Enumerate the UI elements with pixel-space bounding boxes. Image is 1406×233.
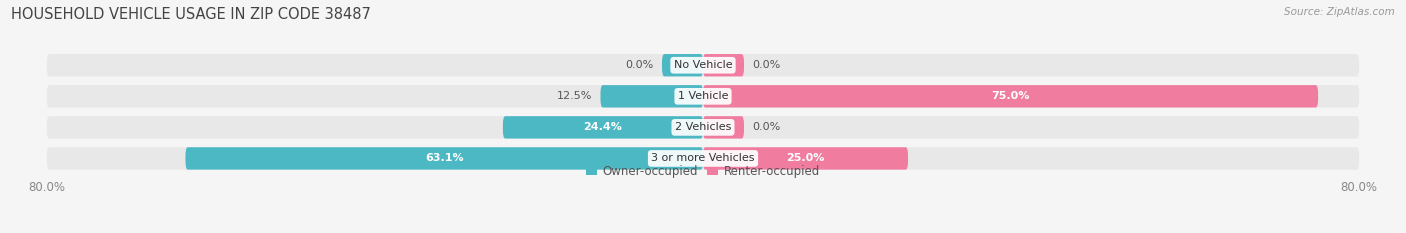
FancyBboxPatch shape [662, 54, 703, 76]
Legend: Owner-occupied, Renter-occupied: Owner-occupied, Renter-occupied [581, 160, 825, 183]
Text: 75.0%: 75.0% [991, 91, 1029, 101]
FancyBboxPatch shape [703, 147, 908, 170]
FancyBboxPatch shape [600, 85, 703, 107]
FancyBboxPatch shape [503, 116, 703, 139]
Text: 0.0%: 0.0% [752, 122, 780, 132]
Text: 12.5%: 12.5% [557, 91, 592, 101]
Text: 63.1%: 63.1% [425, 154, 464, 163]
FancyBboxPatch shape [46, 54, 1360, 76]
Text: 0.0%: 0.0% [626, 60, 654, 70]
Text: 0.0%: 0.0% [752, 60, 780, 70]
Text: 3 or more Vehicles: 3 or more Vehicles [651, 154, 755, 163]
Text: 1 Vehicle: 1 Vehicle [678, 91, 728, 101]
FancyBboxPatch shape [703, 85, 1319, 107]
FancyBboxPatch shape [703, 116, 744, 139]
Text: Source: ZipAtlas.com: Source: ZipAtlas.com [1284, 7, 1395, 17]
Text: 80.0%: 80.0% [1341, 181, 1378, 194]
FancyBboxPatch shape [46, 116, 1360, 139]
Text: 80.0%: 80.0% [28, 181, 65, 194]
Text: 25.0%: 25.0% [786, 154, 825, 163]
FancyBboxPatch shape [186, 147, 703, 170]
Text: 24.4%: 24.4% [583, 122, 623, 132]
Text: No Vehicle: No Vehicle [673, 60, 733, 70]
FancyBboxPatch shape [703, 54, 744, 76]
FancyBboxPatch shape [46, 147, 1360, 170]
Text: 2 Vehicles: 2 Vehicles [675, 122, 731, 132]
Text: HOUSEHOLD VEHICLE USAGE IN ZIP CODE 38487: HOUSEHOLD VEHICLE USAGE IN ZIP CODE 3848… [11, 7, 371, 22]
FancyBboxPatch shape [46, 85, 1360, 107]
